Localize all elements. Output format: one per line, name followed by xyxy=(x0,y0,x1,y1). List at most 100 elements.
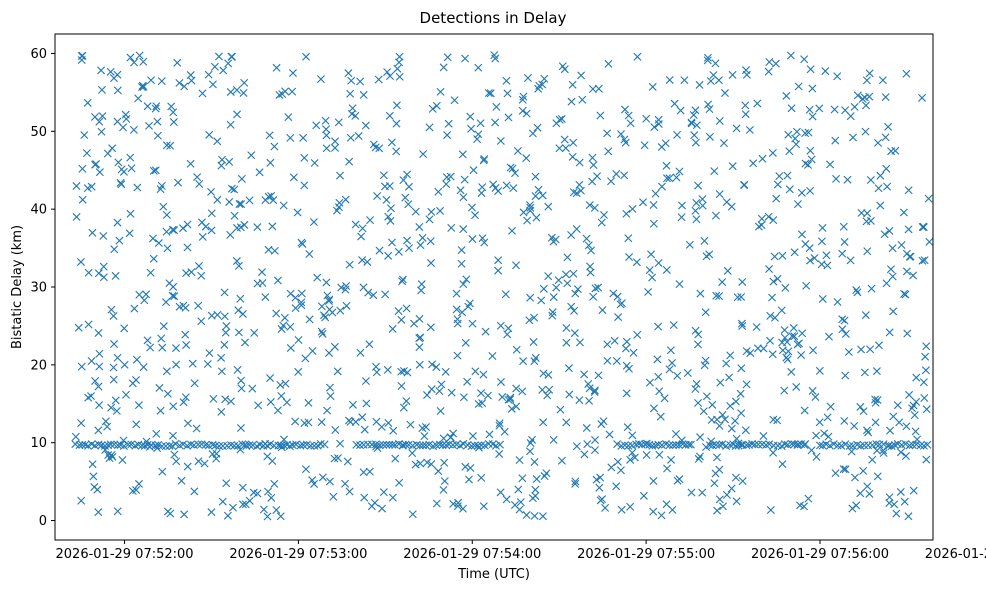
data-point xyxy=(770,313,779,322)
data-point xyxy=(590,446,599,455)
data-point xyxy=(477,189,486,198)
data-point xyxy=(754,222,763,231)
data-point xyxy=(909,486,918,495)
data-point xyxy=(651,189,660,198)
data-point xyxy=(238,500,247,509)
data-point xyxy=(462,275,471,284)
data-point xyxy=(800,406,809,415)
data-point xyxy=(916,441,925,450)
data-point xyxy=(680,76,689,85)
data-point xyxy=(278,90,287,99)
data-point xyxy=(159,322,168,331)
data-point xyxy=(512,402,521,411)
data-point xyxy=(477,441,486,450)
data-point xyxy=(715,116,724,125)
data-point xyxy=(588,85,597,94)
data-point xyxy=(250,328,259,337)
data-point xyxy=(359,90,368,99)
data-point xyxy=(853,91,862,100)
data-point xyxy=(194,457,203,466)
data-point xyxy=(711,469,720,478)
data-point xyxy=(856,489,865,498)
data-point xyxy=(394,307,403,316)
x-axis-label: Time (UTC) xyxy=(457,567,530,582)
data-point xyxy=(910,411,919,420)
data-point xyxy=(715,421,724,430)
data-point xyxy=(575,338,584,347)
data-point xyxy=(442,180,451,189)
data-point xyxy=(705,250,714,259)
data-point xyxy=(310,441,319,450)
data-point xyxy=(661,139,670,148)
data-point xyxy=(732,124,741,133)
data-point xyxy=(772,194,781,203)
data-point xyxy=(798,329,807,338)
data-point xyxy=(889,412,898,421)
data-point xyxy=(152,102,161,111)
data-point xyxy=(419,150,428,159)
data-point xyxy=(670,99,679,108)
data-point xyxy=(857,345,866,354)
data-point xyxy=(594,84,603,93)
data-point xyxy=(83,98,92,107)
data-point xyxy=(194,440,203,449)
data-point xyxy=(373,192,382,201)
data-point xyxy=(923,440,932,449)
data-point xyxy=(778,338,787,347)
data-point xyxy=(179,301,188,310)
data-point xyxy=(101,417,110,426)
data-point xyxy=(866,176,875,184)
data-point xyxy=(783,171,792,180)
data-point xyxy=(336,306,345,315)
data-point xyxy=(443,131,452,140)
data-point xyxy=(212,454,221,463)
data-point xyxy=(515,456,524,465)
data-point xyxy=(427,207,436,216)
data-point xyxy=(78,164,87,173)
data-point xyxy=(708,400,717,409)
data-point xyxy=(241,338,249,347)
data-point xyxy=(113,70,122,79)
data-point xyxy=(665,174,674,183)
data-point xyxy=(387,138,396,147)
data-point xyxy=(336,439,345,448)
data-point xyxy=(352,440,361,449)
y-tick-label: 50 xyxy=(30,125,47,140)
data-point xyxy=(557,114,566,123)
data-point xyxy=(120,324,129,333)
data-point xyxy=(228,503,237,512)
data-point xyxy=(881,133,890,142)
data-point xyxy=(436,206,445,215)
data-point xyxy=(695,452,704,461)
data-point xyxy=(264,245,273,254)
data-point xyxy=(612,357,621,365)
data-point xyxy=(741,101,750,110)
data-point xyxy=(691,138,700,147)
data-point xyxy=(76,257,85,266)
data-point xyxy=(792,127,801,136)
data-point xyxy=(95,168,104,177)
data-point xyxy=(415,343,424,352)
data-point xyxy=(698,488,707,497)
data-point xyxy=(654,259,663,267)
data-point xyxy=(408,510,417,519)
data-point xyxy=(562,338,571,347)
data-point xyxy=(146,343,155,352)
data-point xyxy=(555,115,564,124)
data-point xyxy=(846,256,855,265)
data-point xyxy=(852,286,861,295)
data-point xyxy=(359,283,368,292)
data-point xyxy=(115,236,124,245)
data-point xyxy=(356,348,365,357)
data-point xyxy=(88,460,97,469)
data-point xyxy=(371,143,380,152)
data-point xyxy=(218,497,227,506)
data-point xyxy=(860,93,869,102)
data-point xyxy=(669,441,678,450)
data-point xyxy=(655,450,664,459)
data-point xyxy=(461,338,470,347)
data-point xyxy=(418,233,427,242)
data-point xyxy=(713,506,722,515)
data-point xyxy=(126,53,135,62)
